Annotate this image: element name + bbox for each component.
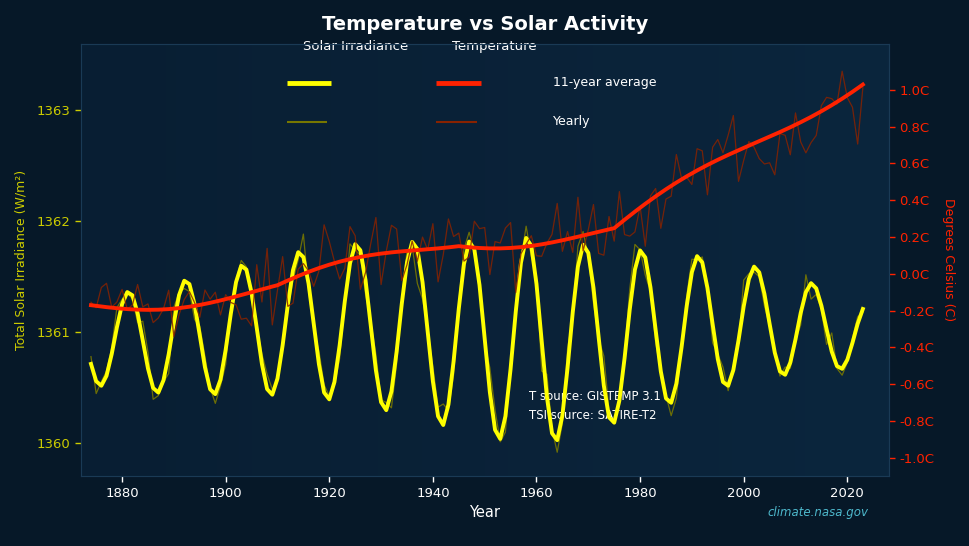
X-axis label: Year: Year	[469, 505, 500, 520]
Text: Temperature: Temperature	[452, 39, 537, 52]
Title: Temperature vs Solar Activity: Temperature vs Solar Activity	[322, 15, 647, 34]
Y-axis label: Total Solar Irradiance (W/m²): Total Solar Irradiance (W/m²)	[15, 170, 28, 350]
Text: Solar Irradiance: Solar Irradiance	[302, 39, 408, 52]
Text: climate.nasa.gov: climate.nasa.gov	[766, 506, 867, 519]
Text: Yearly: Yearly	[552, 115, 590, 128]
Y-axis label: Degrees Celsius (C): Degrees Celsius (C)	[941, 198, 954, 322]
Text: 11-year average: 11-year average	[552, 76, 656, 90]
Text: T source: GISTEMP 3.1
TSI source: SATIRE-T2: T source: GISTEMP 3.1 TSI source: SATIRE…	[528, 390, 660, 422]
